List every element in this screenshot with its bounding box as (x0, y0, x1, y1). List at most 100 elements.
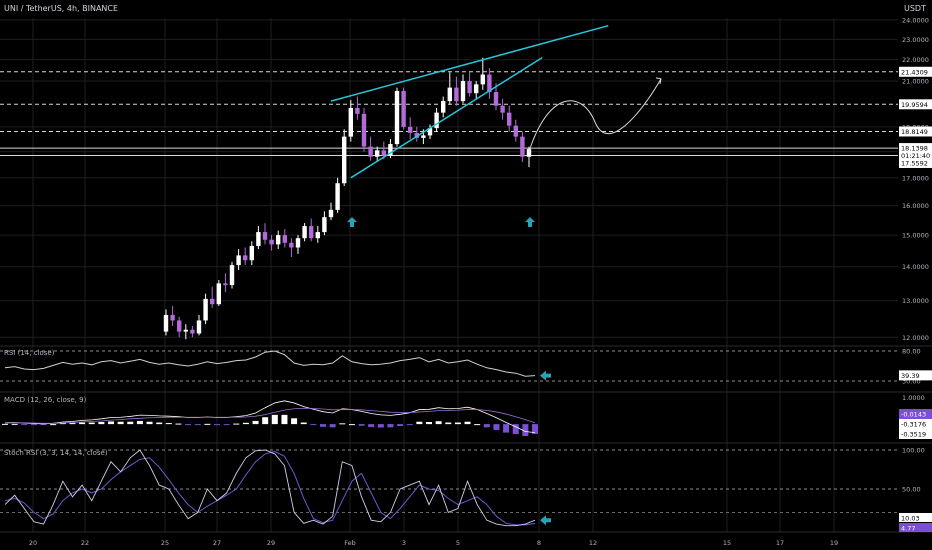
candle-body (401, 90, 406, 127)
time-tick-label: 19 (830, 539, 838, 547)
macd-histogram-bar (368, 424, 375, 428)
candle-body (467, 81, 472, 94)
stoch-value-label: 4.77 (901, 525, 915, 533)
candle-body (269, 239, 274, 245)
candle-body (454, 87, 459, 102)
candle-body (216, 283, 221, 305)
macd-histogram-bar (136, 420, 143, 425)
currency-label: USDT (904, 4, 926, 13)
candle-body (335, 183, 340, 210)
macd-histogram-bar (416, 421, 423, 425)
price-tick-label: 13.0000 (902, 297, 929, 305)
candle-body (447, 87, 452, 102)
macd-value-label: -0.0143 (901, 411, 926, 419)
macd-histogram-bar (252, 420, 259, 425)
candle-body (177, 320, 182, 332)
macd-histogram-bar (21, 424, 28, 426)
price-tick-label: 23.0000 (902, 36, 929, 44)
macd-histogram-bar (320, 424, 326, 427)
stoch-level-label: 50.00 (902, 486, 921, 494)
price-level-label: 18.8149 (901, 128, 928, 136)
rsi-title: RSI (14, close) (4, 349, 55, 357)
candle-body (460, 81, 466, 102)
price-axis: 12.0000 13.0000 14.0000 15.0000 16.0000 17.00… (899, 16, 932, 342)
candle-body (434, 112, 439, 129)
wedge-lower-line (350, 57, 543, 179)
price-tick-label: 14.0000 (902, 263, 929, 271)
macd-histogram-bar (464, 421, 471, 425)
candle-body (427, 128, 433, 136)
macd-histogram-bar (127, 421, 134, 425)
macd-histogram-bar (59, 423, 66, 425)
time-tick-label: Feb (344, 539, 356, 547)
macd-histogram-bar (348, 424, 355, 426)
macd-histogram-bar (79, 422, 86, 425)
macd-histogram-bar (281, 414, 288, 425)
stoch-k-line (4, 449, 536, 527)
macd-histogram-bar (406, 424, 413, 426)
time-tick-label: 15 (723, 539, 731, 547)
macd-pane: MACD (12, 26, close, 9) 1.0000 -0.0143 -0.3… (2, 394, 932, 439)
wedge-upper-line (330, 24, 609, 102)
candle-body (302, 226, 307, 239)
trend-lines[interactable] (330, 24, 609, 179)
price-level-tag (899, 126, 932, 137)
macd-histogram-bar (185, 424, 192, 426)
macd-value-tag (899, 419, 932, 429)
price-level-label: 18.1398 (901, 145, 928, 153)
macd-histogram-bar (377, 424, 384, 428)
chart-title: UNI / TetherUS, 4h, BINANCE (4, 4, 119, 13)
candle-body (388, 144, 393, 156)
candle-body (256, 232, 261, 246)
horizontal-levels (0, 71, 898, 156)
macd-histogram-bar (512, 424, 519, 435)
macd-histogram-bar (156, 422, 163, 425)
rsi-level-label: 80.00 (902, 348, 921, 356)
candle-body (348, 107, 353, 137)
price-level-tag (899, 143, 932, 154)
macd-histogram-bar (242, 422, 249, 425)
rsi-line (4, 350, 536, 377)
macd-histogram-bar (88, 422, 95, 425)
price-level-tag (899, 66, 932, 77)
macd-histogram-bar (50, 424, 57, 426)
stoch-title: Stoch RSI (3, 3, 14, 14, close) (4, 449, 108, 457)
candle-body (342, 136, 347, 184)
signal-line (4, 407, 536, 424)
macd-histogram-bar (310, 424, 317, 426)
price-level-tag (899, 99, 932, 110)
candle-body (183, 329, 188, 332)
rsi-value-tag (899, 370, 932, 381)
macd-value-label: -0.3519 (901, 431, 926, 439)
candle-body (526, 149, 532, 157)
rsi-value-label: 39.39 (901, 372, 920, 380)
candle-body (487, 74, 492, 93)
projection-path (528, 78, 662, 152)
rsi-level-label: 30.00 (902, 378, 921, 386)
price-level-label: 19.9594 (901, 101, 928, 109)
left-arrow-marker (540, 515, 551, 526)
candlestick-series (163, 57, 532, 340)
macd-histogram-bar (503, 424, 510, 433)
time-tick-label: 22 (81, 539, 89, 547)
stoch-d-line (4, 451, 536, 526)
candle-body (408, 126, 413, 133)
price-tick-label: 21.0000 (902, 78, 929, 86)
time-tick-label: 27 (213, 539, 221, 547)
macd-histogram-bar (445, 422, 452, 425)
price-tick-label: 16.0000 (902, 202, 929, 210)
time-tick-label: 25 (161, 539, 169, 547)
time-tick-label: 8 (537, 539, 541, 547)
candle-body (394, 90, 400, 145)
candle-body (295, 238, 301, 248)
left-arrow-marker (540, 370, 551, 381)
candle-body (170, 314, 175, 321)
candle-body (474, 84, 479, 94)
macd-histogram-bar (329, 424, 336, 428)
stoch-rsi-pane: Stoch RSI (3, 3, 14, 14, close) 100.00 50.… (0, 447, 932, 533)
candle-body (276, 235, 281, 245)
macd-value-tag (899, 429, 932, 439)
macd-histogram-bar (339, 423, 346, 425)
macd-histogram-bar (2, 423, 8, 425)
